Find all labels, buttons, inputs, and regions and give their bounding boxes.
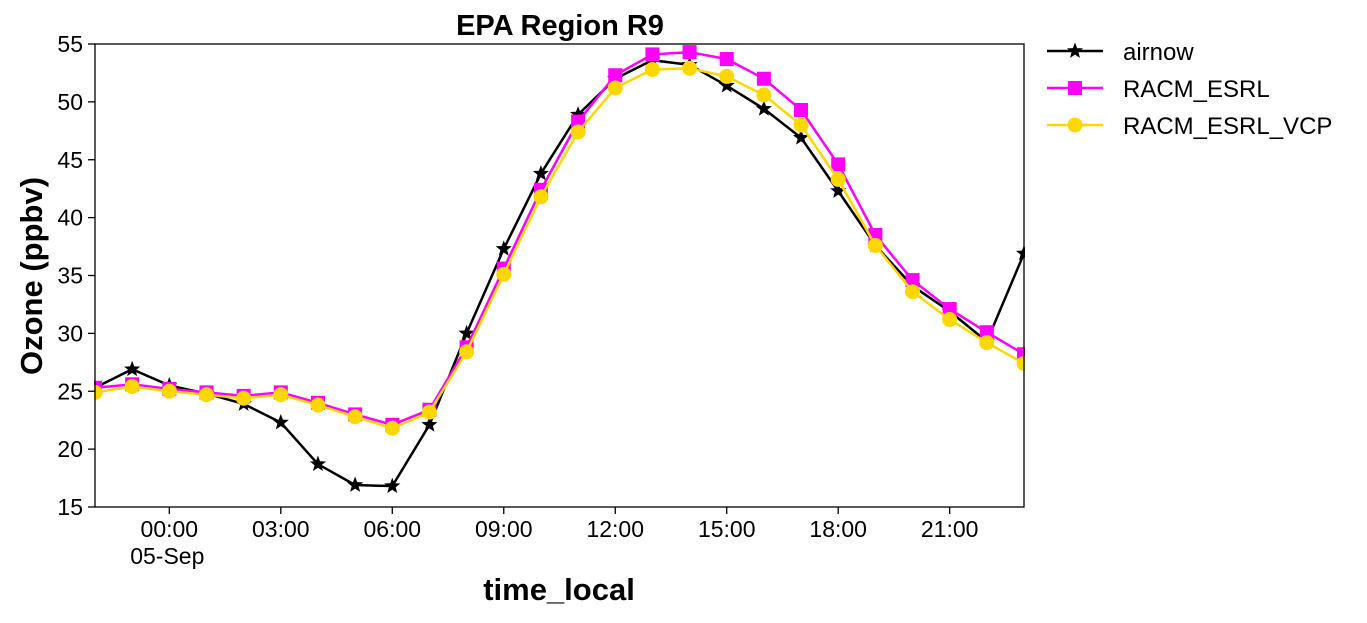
y-tick-label: 15 bbox=[57, 494, 83, 520]
point-RACM_ESRL_VCP-9 bbox=[421, 404, 437, 420]
series-RACM_ESRL_VCP bbox=[94, 60, 1025, 436]
point-RACM_ESRL_VCP-19 bbox=[793, 117, 809, 133]
point-RACM_ESRL_VCP-6 bbox=[310, 397, 326, 413]
series-layer bbox=[94, 45, 1025, 494]
point-RACM_ESRL_VCP-22 bbox=[905, 284, 921, 300]
point-RACM_ESRL_VCP-10 bbox=[459, 344, 475, 360]
x-tick-label: 06:00 bbox=[363, 516, 421, 542]
point-RACM_ESRL-25 bbox=[1017, 347, 1025, 362]
point-RACM_ESRL_VCP-5 bbox=[273, 387, 289, 403]
legend-item-airnow: airnow bbox=[1047, 39, 1194, 66]
x-tick-sublabel: 05-Sep bbox=[130, 543, 204, 569]
y-tick-label: 40 bbox=[57, 205, 83, 231]
x-tick-label: 18:00 bbox=[809, 516, 867, 542]
point-RACM_ESRL-16 bbox=[682, 45, 697, 60]
legend-item-RACM_ESRL: RACM_ESRL bbox=[1047, 76, 1270, 103]
point-RACM_ESRL_VCP-11 bbox=[496, 266, 512, 282]
point-RACM_ESRL_VCP-3 bbox=[198, 387, 214, 403]
legend-marker bbox=[1067, 117, 1083, 133]
y-tick-label: 25 bbox=[57, 378, 83, 404]
point-RACM_ESRL-18 bbox=[756, 71, 771, 86]
point-airnow-5 bbox=[272, 414, 289, 430]
line-airnow bbox=[94, 58, 1025, 488]
point-RACM_ESRL-13 bbox=[571, 114, 586, 129]
point-airnow-7 bbox=[347, 476, 364, 492]
point-airnow-11 bbox=[495, 240, 512, 256]
series-airnow bbox=[94, 51, 1025, 494]
point-RACM_ESRL_VCP-12 bbox=[533, 189, 549, 205]
point-RACM_ESRL-23 bbox=[942, 302, 957, 317]
line-RACM_ESRL_VCP bbox=[94, 67, 1025, 430]
point-RACM_ESRL_VCP-20 bbox=[830, 171, 846, 187]
point-RACM_ESRL-14 bbox=[608, 68, 623, 83]
y-axis-title: Ozone (ppbv) bbox=[14, 177, 49, 375]
point-RACM_ESRL-17 bbox=[719, 52, 734, 67]
point-RACM_ESRL_VCP-14 bbox=[607, 80, 623, 96]
point-airnow-6 bbox=[309, 455, 327, 472]
point-RACM_ESRL_VCP-25 bbox=[1016, 355, 1025, 371]
y-tick-label: 20 bbox=[57, 436, 83, 462]
chart-title: EPA Region R9 bbox=[456, 10, 664, 42]
point-airnow-1 bbox=[124, 360, 141, 377]
point-RACM_ESRL_VCP-21 bbox=[867, 237, 883, 253]
x-tick-label: 03:00 bbox=[252, 516, 310, 542]
y-tick-label: 50 bbox=[57, 89, 83, 115]
plot-frame bbox=[94, 43, 1025, 508]
legend-label: airnow bbox=[1123, 39, 1194, 66]
legend: airnow RACM_ESRL RACM_ESRL_VCP bbox=[1047, 39, 1332, 140]
legend-marker bbox=[1066, 42, 1084, 58]
point-airnow-9 bbox=[421, 416, 438, 432]
point-RACM_ESRL_VCP-8 bbox=[384, 420, 400, 436]
point-RACM_ESRL-24 bbox=[979, 325, 994, 340]
point-RACM_ESRL_VCP-18 bbox=[756, 87, 772, 103]
point-airnow-12 bbox=[532, 165, 549, 181]
point-airnow-19 bbox=[792, 129, 810, 145]
x-tick-label: 00:00 bbox=[141, 516, 199, 542]
point-airnow-18 bbox=[755, 100, 772, 116]
y-tick-label: 35 bbox=[57, 263, 83, 289]
point-airnow-8 bbox=[384, 477, 401, 494]
point-RACM_ESRL_VCP-7 bbox=[347, 409, 363, 425]
x-tick-label: 15:00 bbox=[698, 516, 756, 542]
point-airnow-10 bbox=[458, 324, 475, 341]
point-RACM_ESRL-22 bbox=[905, 273, 920, 288]
x-tick-label: 12:00 bbox=[586, 516, 644, 542]
point-RACM_ESRL_VCP-15 bbox=[644, 61, 660, 77]
line-RACM_ESRL bbox=[94, 50, 1025, 427]
point-RACM_ESRL_VCP-0 bbox=[94, 384, 103, 400]
point-RACM_ESRL-20 bbox=[831, 157, 846, 172]
legend-label: RACM_ESRL bbox=[1123, 76, 1270, 103]
point-RACM_ESRL_VCP-13 bbox=[570, 124, 586, 140]
y-tick-label: 55 bbox=[57, 31, 83, 57]
point-RACM_ESRL_VCP-16 bbox=[682, 60, 698, 76]
point-airnow-13 bbox=[570, 106, 587, 122]
point-RACM_ESRL_VCP-2 bbox=[161, 383, 177, 399]
point-RACM_ESRL-15 bbox=[645, 47, 660, 62]
legend-item-RACM_ESRL_VCP: RACM_ESRL_VCP bbox=[1047, 113, 1332, 140]
y-tick-label: 45 bbox=[57, 147, 83, 173]
point-RACM_ESRL_VCP-17 bbox=[719, 68, 735, 84]
point-RACM_ESRL_VCP-23 bbox=[942, 311, 958, 327]
point-airnow-20 bbox=[830, 182, 847, 198]
series-RACM_ESRL bbox=[94, 45, 1025, 432]
point-airnow-25 bbox=[1015, 245, 1025, 261]
legend-label: RACM_ESRL_VCP bbox=[1123, 113, 1332, 140]
point-RACM_ESRL-19 bbox=[794, 102, 809, 117]
point-RACM_ESRL_VCP-24 bbox=[979, 335, 995, 351]
y-tick-label: 30 bbox=[57, 320, 83, 346]
point-RACM_ESRL_VCP-4 bbox=[236, 390, 252, 406]
point-airnow-17 bbox=[718, 77, 735, 93]
x-tick-label: 21:00 bbox=[921, 516, 979, 542]
x-axis-title: time_local bbox=[483, 572, 635, 607]
point-RACM_ESRL_VCP-1 bbox=[124, 379, 140, 395]
x-tick-label: 09:00 bbox=[475, 516, 533, 542]
legend-marker bbox=[1068, 81, 1082, 95]
